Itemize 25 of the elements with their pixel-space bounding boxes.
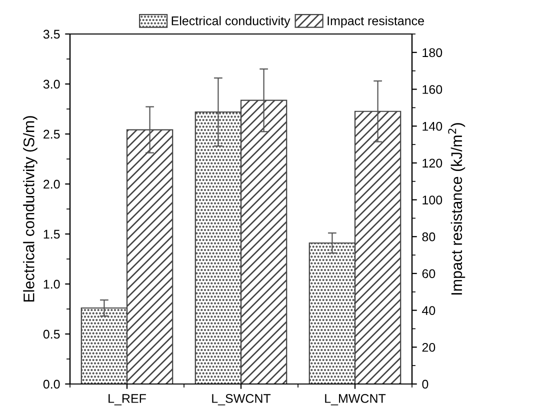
y-tick-label: 3.0 [43, 80, 60, 89]
y-tick-label: 1.0 [44, 280, 60, 289]
y2-tick-label: 100 [422, 196, 442, 204]
x-tick-label: L_REF [108, 394, 146, 406]
y-tick-label: 0.5 [43, 330, 60, 339]
y-tick-label: 0.0 [43, 380, 60, 389]
y-tick-label: 1.5 [44, 230, 60, 239]
y2-tick-label: 120 [422, 158, 442, 168]
legend-label: Electrical conductivity [172, 16, 290, 28]
y2-tick-label: 60 [422, 269, 436, 278]
y-tick-label: 2.5 [44, 130, 60, 139]
x-tick-label: L_SWCNT [212, 394, 271, 406]
x-tick-label: L_MWCNT [325, 394, 386, 406]
y2-tick-label: 80 [422, 232, 436, 242]
y2-tick-label: 40 [422, 306, 436, 315]
legend-label: Impact resistance [328, 16, 424, 28]
y2-tick-label: 140 [422, 122, 442, 131]
y2-tick-label: 0 [422, 380, 428, 389]
y2-tick-label: 160 [422, 85, 442, 94]
y-axis-title: Electrical conductivity (S/m) [23, 116, 38, 302]
y-tick-label: 2.0 [44, 180, 60, 189]
y2-axis-title: Impact resistance (kJ/m$^{2}$) [448, 123, 466, 295]
y-tick-label: 3.5 [43, 30, 60, 39]
y2-tick-label: 180 [422, 48, 442, 58]
y2-tick-label: 20 [422, 342, 436, 352]
